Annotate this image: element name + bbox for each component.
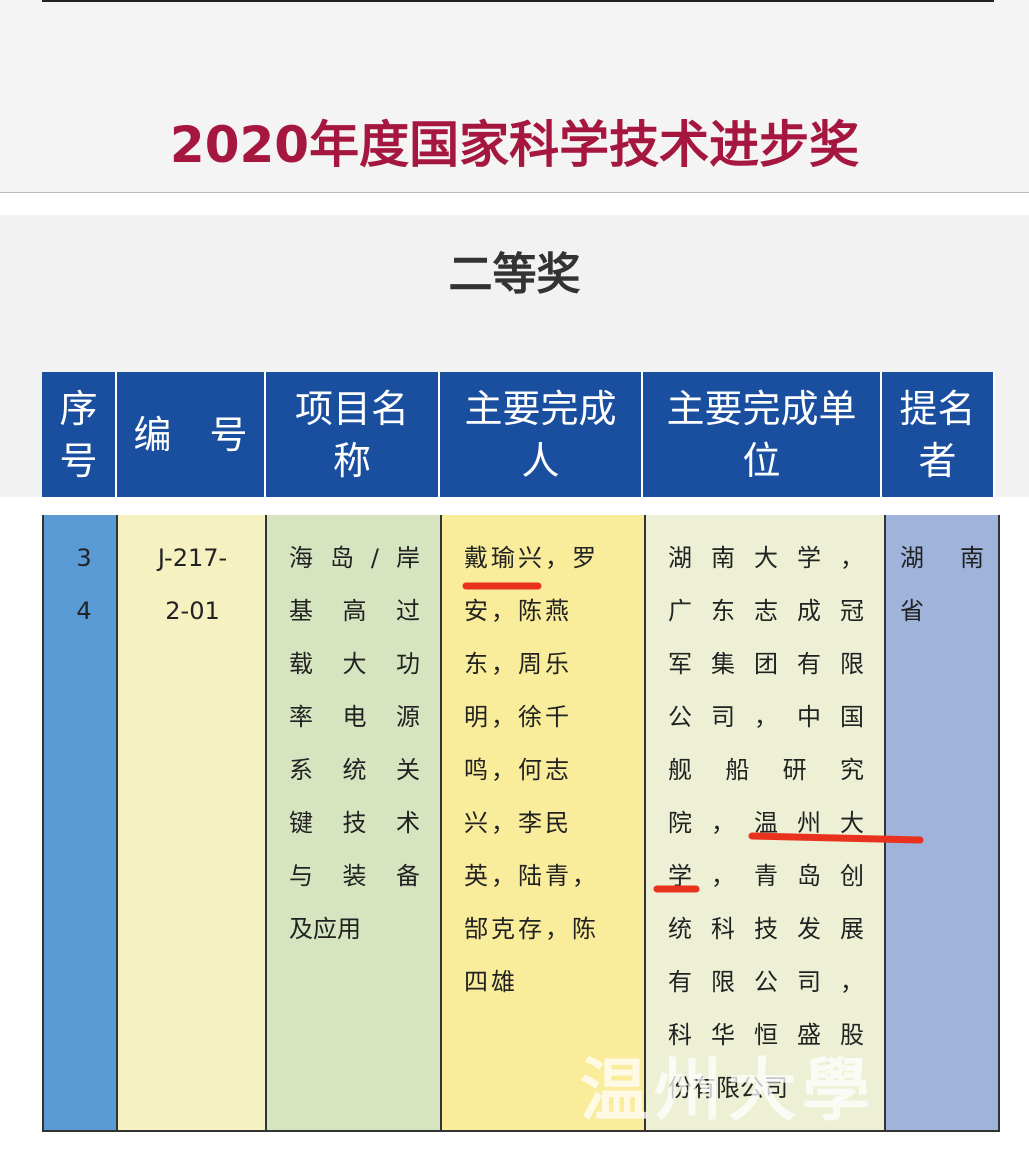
cell-text: 及应用 <box>289 915 361 943</box>
cell-text: 学，青岛创 <box>668 862 864 890</box>
header-cell: 序号 <box>42 372 117 497</box>
header-text: 者 <box>918 438 957 483</box>
title: 2020年度国家科学技术进步奖 <box>169 116 860 174</box>
cell-text: 兴，李民 <box>464 809 572 837</box>
cell-text: J-217- <box>157 544 228 572</box>
cell-text: 与装备 <box>289 862 420 890</box>
subtitle: 二等奖 <box>448 249 581 300</box>
rule <box>42 0 994 2</box>
header-cell: 项目名称 <box>266 372 440 497</box>
cell-text: 院，温州大 <box>668 809 864 837</box>
header-cell: 提名者 <box>882 372 995 497</box>
table-cell <box>646 515 886 1132</box>
cell-text: 湖南 <box>900 544 984 572</box>
header-text: 号 <box>59 438 98 483</box>
cell-text: 键技术 <box>289 809 420 837</box>
header-text: 人 <box>521 438 560 483</box>
cell-text: 统科技发展 <box>668 915 864 943</box>
header-text: 项目名 <box>294 386 409 431</box>
header-text: 称 <box>332 438 371 483</box>
title-band <box>0 0 1029 193</box>
cell-text: 基高过 <box>289 597 420 625</box>
header-text: 提名 <box>899 386 976 431</box>
cell-text: 四雄 <box>464 968 518 996</box>
table-cell <box>886 515 1000 1132</box>
cell-text: 戴瑜兴，罗 <box>464 544 599 572</box>
cell-text: 鸣，何志 <box>464 756 572 784</box>
header-text: 位 <box>742 438 781 483</box>
cell-text: 广东志成冠 <box>668 597 864 625</box>
header-text: 序 <box>59 386 98 431</box>
cell-text: 有限公司， <box>668 968 864 996</box>
cell-text: 舰船研究 <box>668 756 864 784</box>
header-cell: 编 号 <box>117 372 266 497</box>
underline <box>748 832 924 844</box>
cell-text: 英，陆青， <box>464 862 599 890</box>
cell-text: 安，陈燕 <box>464 597 572 625</box>
table-cell <box>118 515 267 1132</box>
table-cell <box>442 515 646 1132</box>
header-text: 主要完成单 <box>666 386 857 431</box>
header-text: 主要完成 <box>464 386 617 431</box>
cell-text: 海岛/岸 <box>289 544 420 572</box>
cell-text: 科华恒盛股 <box>668 1021 864 1049</box>
header-cell: 主要完成人 <box>440 372 643 497</box>
header-text: 编 号 <box>133 412 248 457</box>
header-cell: 主要完成单位 <box>643 372 882 497</box>
cell-text: 率电源 <box>289 703 420 731</box>
table-cell <box>267 515 442 1132</box>
cell-text: 东，周乐 <box>464 650 572 678</box>
cell-text: 湖南大学， <box>668 544 864 572</box>
cell-text: 军集团有限 <box>668 650 864 678</box>
cell-text: 郜克存，陈 <box>464 915 599 943</box>
cell-text: 4 <box>76 597 92 625</box>
table-cell <box>42 515 118 1132</box>
cell-text: 份有限公司 <box>668 1074 788 1102</box>
watermark: 温州大學 <box>580 1051 877 1131</box>
cell-text: 省 <box>900 597 924 625</box>
cell-text: 载大功 <box>289 650 420 678</box>
cell-text: 明，徐千 <box>464 703 572 731</box>
cell-text: 系统关 <box>289 756 420 784</box>
cell-text: 公司，中国 <box>668 703 864 731</box>
cell-text: 3 <box>76 544 92 572</box>
cell-text: 2-01 <box>165 597 220 625</box>
